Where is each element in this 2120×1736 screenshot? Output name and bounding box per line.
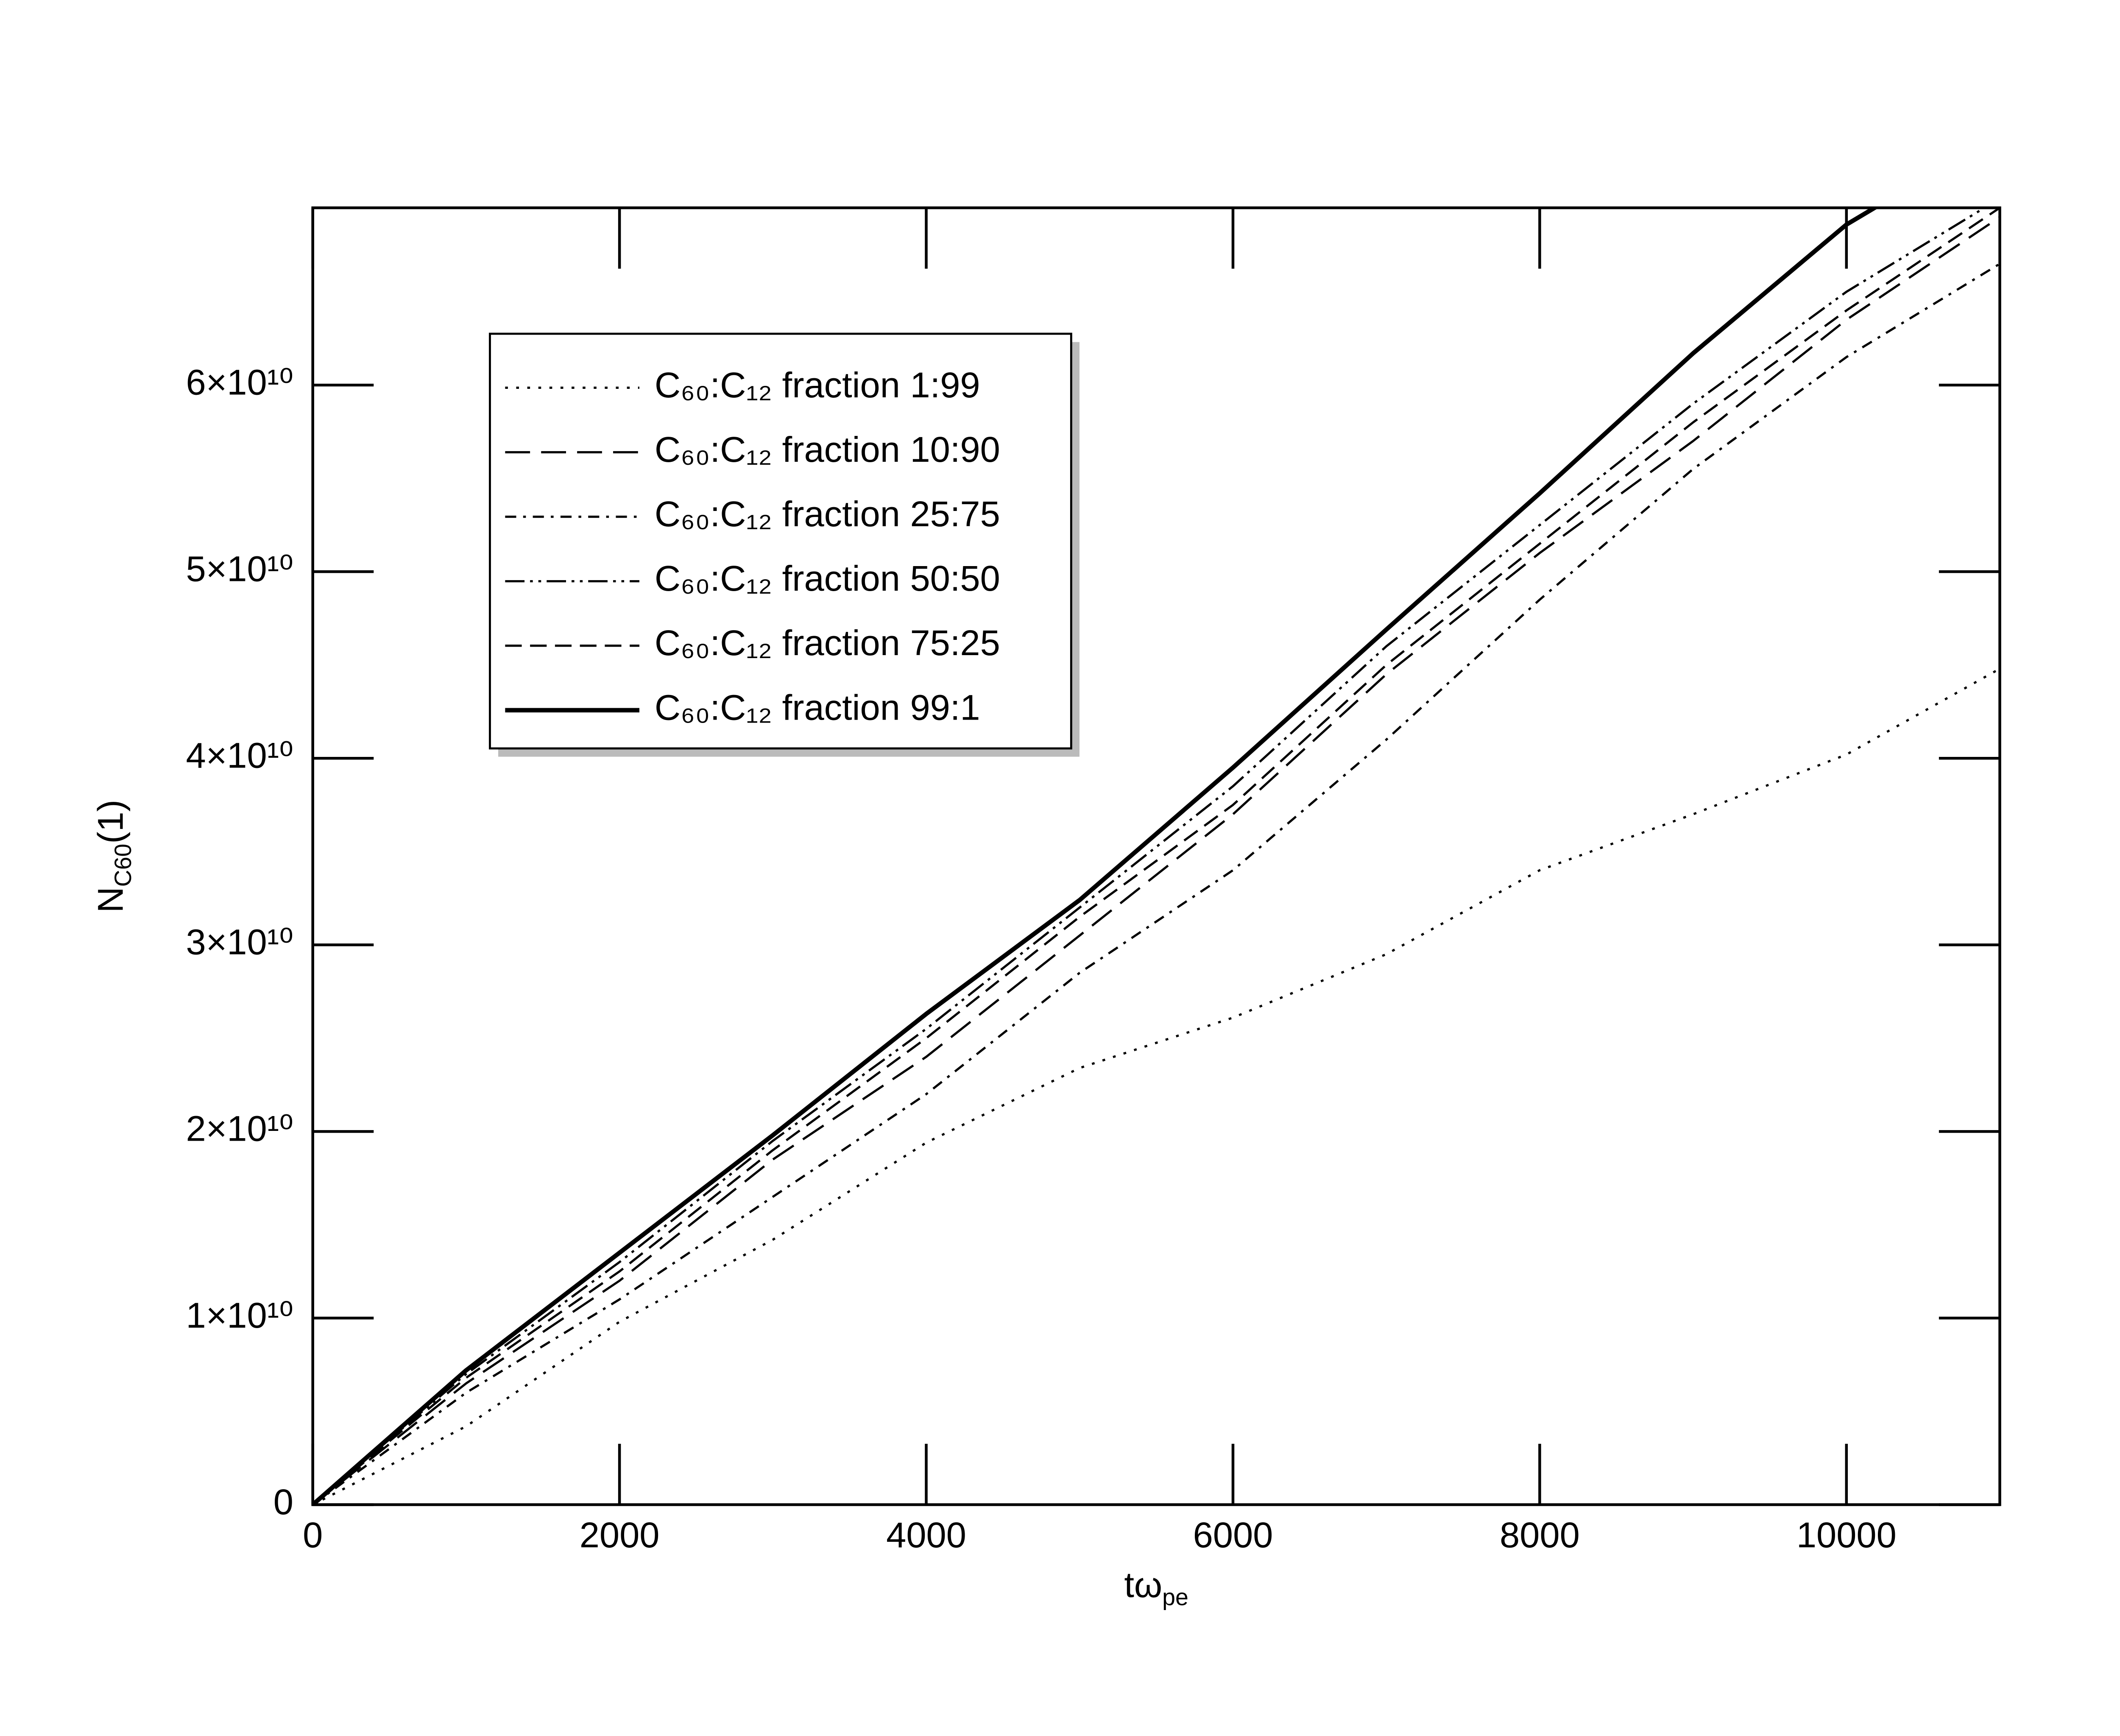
y-axis-label-after: (1) <box>90 800 131 844</box>
y-tick-label: 1×10¹⁰ <box>186 1295 293 1335</box>
x-axis-label-main: tω <box>1124 1565 1162 1605</box>
y-tick-label: 3×10¹⁰ <box>186 922 293 962</box>
series-line <box>312 208 1879 1505</box>
series-line <box>312 216 2000 1505</box>
x-tick-label: 0 <box>303 1515 323 1555</box>
x-tick-label: 4000 <box>886 1515 966 1555</box>
plot-frame <box>311 206 2001 1506</box>
y-tick-label: 5×10¹⁰ <box>186 549 293 589</box>
y-axis-label-sub: C60 <box>109 844 136 887</box>
legend-label: C₆₀:C₁₂ fraction 1:99 <box>655 365 980 405</box>
legend-label: C₆₀:C₁₂ fraction 99:1 <box>655 687 980 727</box>
y-tick-label: 2×10¹⁰ <box>186 1108 293 1149</box>
y-axis-label: NC60(1) <box>90 800 136 913</box>
plot-lines <box>312 208 2000 1505</box>
x-tick-label: 10000 <box>1796 1515 1897 1555</box>
y-axis-label-main: N <box>90 887 131 913</box>
legend-label: C₆₀:C₁₂ fraction 50:50 <box>655 558 1000 598</box>
legend-label: C₆₀:C₁₂ fraction 10:90 <box>655 429 1000 469</box>
legend-label: C₆₀:C₁₂ fraction 25:75 <box>655 494 1000 534</box>
series-line <box>312 262 2000 1505</box>
y-tick-label: 0 <box>273 1482 293 1522</box>
x-tick-label: 8000 <box>1500 1515 1580 1555</box>
y-tick-label: 4×10¹⁰ <box>186 735 293 776</box>
legend-label: C₆₀:C₁₂ fraction 75:25 <box>655 622 1000 663</box>
x-axis-label-sub: pe <box>1162 1584 1188 1610</box>
x-tick-label: 6000 <box>1193 1515 1273 1555</box>
x-axis-label: tωpe <box>1124 1565 1188 1610</box>
legend-box <box>489 332 1072 750</box>
series-line <box>312 208 2000 1505</box>
y-tick-label: 6×10¹⁰ <box>186 362 293 402</box>
x-tick-label: 2000 <box>580 1515 660 1555</box>
series-line <box>312 208 1987 1505</box>
series-line <box>312 667 2000 1505</box>
